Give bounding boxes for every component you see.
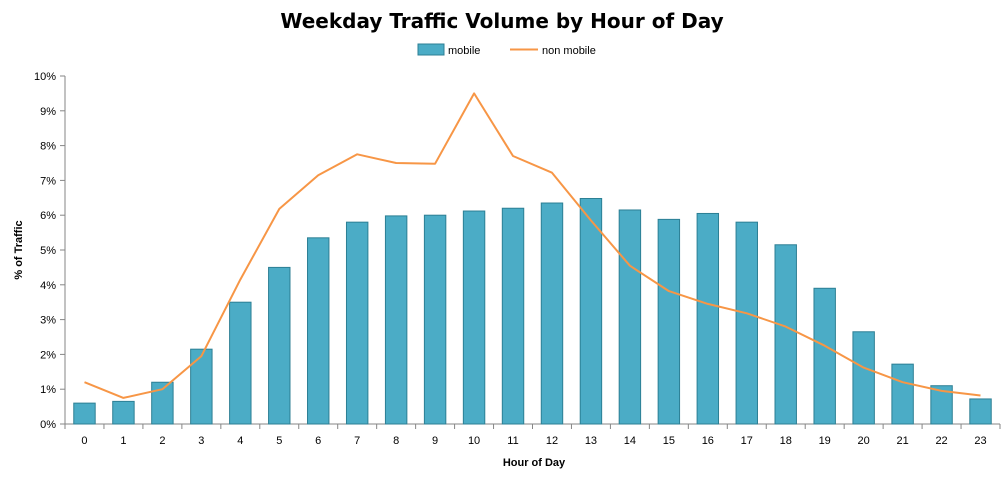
line-non-mobile	[84, 92, 981, 399]
x-tick-label: 9	[432, 435, 438, 447]
y-tick-label: 3%	[40, 315, 56, 327]
bar-mobile	[891, 363, 914, 425]
bar-mobile	[696, 212, 720, 425]
y-tick-label: 8%	[40, 141, 56, 153]
x-tick-label: 17	[741, 435, 753, 447]
x-tick-label: 4	[237, 435, 243, 447]
bar-mobile	[657, 218, 681, 425]
bar-mobile	[345, 221, 369, 425]
bar-mobile	[307, 237, 330, 425]
bar-mobile	[930, 385, 953, 425]
legend: mobile non mobile	[417, 43, 596, 57]
y-tick-label: 10%	[34, 71, 56, 83]
y-tick-label: 0%	[40, 419, 56, 431]
x-tick-label: 18	[780, 435, 792, 447]
y-tick-label: 2%	[40, 349, 56, 361]
bar-mobile	[462, 210, 486, 425]
x-tick-label: 7	[354, 435, 360, 447]
bar-mobile	[774, 244, 797, 425]
bar-mobile	[151, 381, 174, 425]
bar-mobile	[852, 331, 875, 425]
y-tick-label: 4%	[40, 280, 56, 292]
x-tick-label: 22	[935, 435, 947, 447]
y-tick-label: 6%	[40, 210, 56, 222]
x-tick-label: 6	[315, 435, 321, 447]
bar-mobile	[190, 348, 213, 425]
bar-mobile	[112, 400, 135, 425]
bar-mobile	[618, 209, 642, 425]
x-tick-label: 13	[585, 435, 597, 447]
plot-area: 0%1%2%3%4%5%6%7%8%9%10%0 1 2 3 4 5 6 7 8 9 10 11 12 1…	[34, 71, 1001, 447]
y-tick-label: 5%	[40, 245, 56, 257]
x-tick-label: 19	[819, 435, 831, 447]
legend-swatch-mobile	[417, 43, 445, 56]
x-tick-label: 20	[858, 435, 870, 447]
x-tick-label: 14	[624, 435, 636, 447]
bar-mobile	[735, 221, 758, 425]
x-tick-label: 15	[663, 435, 675, 447]
y-axis-label: % of Traffic	[13, 220, 25, 279]
bar-mobile	[229, 301, 252, 425]
y-tick-label: 1%	[40, 384, 56, 396]
x-tick-label: 2	[159, 435, 165, 447]
x-tick-label: 12	[546, 435, 558, 447]
x-tick-label: 8	[393, 435, 399, 447]
bar-mobile	[384, 215, 408, 425]
legend-label-non-mobile: non mobile	[542, 45, 596, 57]
x-tick-label: 11	[507, 435, 518, 447]
x-axis-label: Hour of Day	[503, 457, 566, 469]
bar-mobile	[73, 402, 96, 425]
bar-mobile	[423, 214, 447, 425]
x-tick-label: 3	[198, 435, 204, 447]
bar-mobile	[268, 266, 291, 425]
bar-mobile	[540, 202, 564, 425]
y-tick-label: 7%	[40, 175, 56, 187]
chart-title: Weekday Traffic Volume by Hour of Day	[280, 9, 723, 33]
x-tick-label: 23	[974, 435, 986, 447]
y-tick-label: 9%	[40, 106, 56, 118]
x-tick-label: 21	[896, 435, 908, 447]
legend-label-mobile: mobile	[448, 45, 480, 57]
x-tick-label: 10	[468, 435, 480, 447]
bar-mobile	[813, 287, 836, 425]
bar-mobile	[501, 207, 525, 425]
x-tick-label: 1	[120, 435, 126, 447]
bar-mobile	[969, 398, 992, 425]
x-tick-label: 0	[81, 435, 87, 447]
bar-mobile	[579, 197, 603, 425]
x-tick-label: 16	[702, 435, 714, 447]
x-tick-label: 5	[276, 435, 282, 447]
